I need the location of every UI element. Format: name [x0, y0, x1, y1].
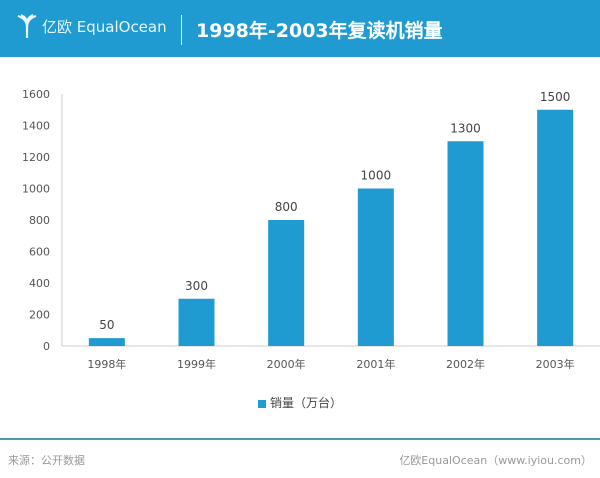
bar [268, 220, 305, 346]
source-text: 来源：公开数据 [8, 454, 85, 467]
equalocean-logo-icon [17, 14, 37, 38]
bar [537, 109, 574, 346]
data-label: 1500 [540, 90, 571, 104]
data-label: 300 [185, 279, 208, 293]
data-label: 1000 [361, 169, 392, 183]
data-label: 50 [99, 318, 114, 332]
x-tick-label: 1999年 [177, 357, 216, 371]
data-label: 1300 [450, 121, 481, 135]
bar [357, 188, 394, 346]
x-tick-label: 2001年 [356, 357, 395, 371]
y-tick-label: 1200 [22, 151, 50, 164]
footer-divider [0, 438, 600, 440]
y-tick-label: 800 [29, 214, 50, 227]
legend: 销量（万台） [0, 394, 600, 411]
x-tick-label: 2000年 [267, 357, 306, 371]
data-label: 800 [275, 200, 298, 214]
y-tick-label: 200 [29, 309, 50, 322]
x-tick-label: 2002年 [446, 357, 485, 371]
y-tick-label: 600 [29, 246, 50, 259]
header-banner: 亿欧 EqualOcean 1998年-2003年复读机销量 [0, 0, 600, 57]
y-tick-label: 1400 [22, 120, 50, 133]
bar [447, 141, 484, 346]
y-tick-label: 0 [43, 340, 50, 353]
page-title: 1998年-2003年复读机销量 [196, 20, 443, 42]
x-tick-label: 2003年 [536, 357, 575, 371]
credit-text: 亿欧EqualOcean（www.iyiou.com） [399, 454, 592, 467]
logo: 亿欧 EqualOcean [16, 13, 167, 39]
bar-chart: 0 200 400 600 800 1000 1200 1400 1600 50 1998年 300 1… [22, 88, 600, 371]
bar [178, 298, 215, 346]
bar [88, 338, 125, 346]
legend-label: 销量（万台） [269, 396, 342, 410]
y-tick-label: 1000 [22, 183, 50, 196]
legend-swatch [257, 399, 266, 408]
y-tick-label: 400 [29, 277, 50, 290]
y-tick-label: 1600 [22, 88, 50, 101]
logo-text: 亿欧 EqualOcean [42, 17, 167, 36]
x-tick-label: 1998年 [87, 357, 126, 371]
header-divider [181, 15, 182, 45]
